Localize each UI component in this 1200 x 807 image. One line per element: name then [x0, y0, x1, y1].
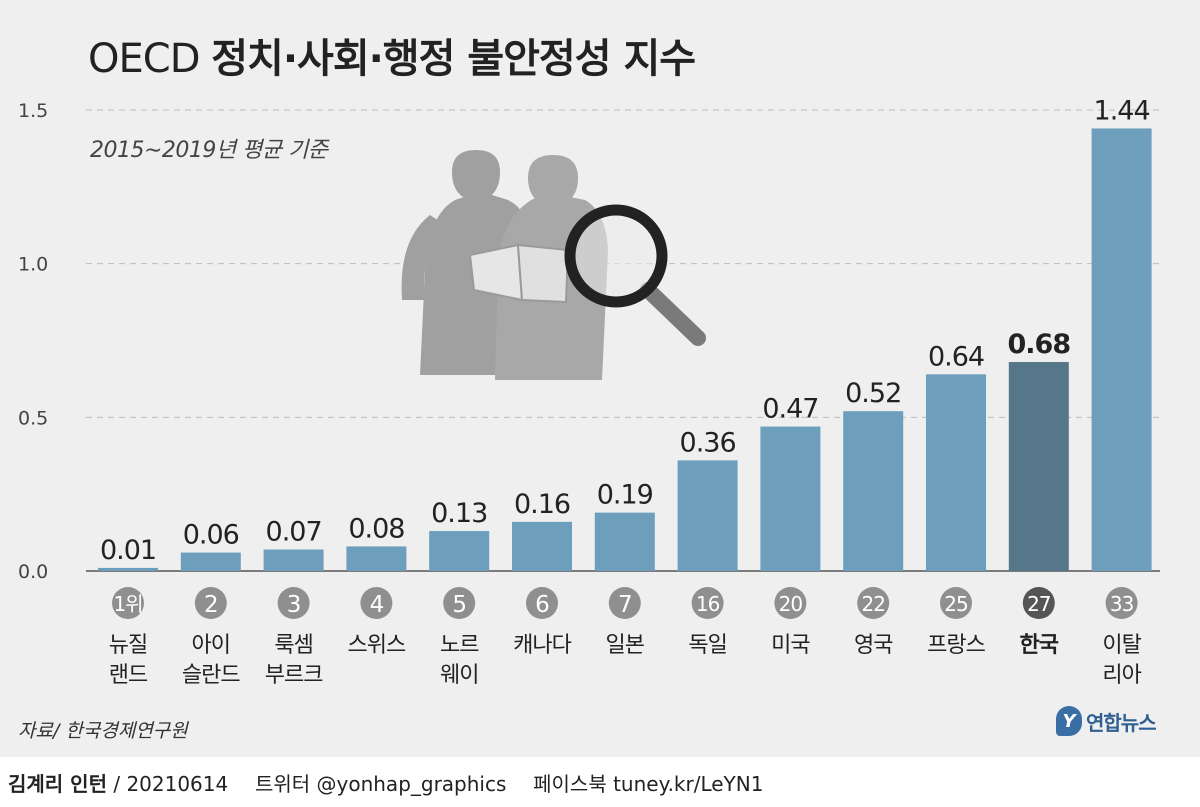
category-label: 리아: [1102, 663, 1141, 688]
yonhap-logo: Y 연합뉴스: [1056, 706, 1157, 736]
rank-badge: [691, 587, 724, 619]
value-label: 0.68: [1007, 329, 1070, 360]
bar: [429, 531, 490, 571]
bar: [512, 521, 572, 571]
rank-number: 7: [618, 592, 632, 618]
value-label: 0.06: [183, 520, 239, 551]
date: 20210614: [126, 772, 229, 796]
rank-badge: [774, 587, 807, 619]
value-labels: 0.01 0.06 0.07 0.08 0.13 0.16 0.19 0.36 0.47 0.52…: [100, 95, 1151, 566]
logo-mark: Y: [1056, 706, 1082, 736]
bar: [1008, 362, 1069, 571]
bar: [263, 549, 324, 571]
rank-number: 1위: [113, 592, 142, 616]
title-prefix: OECD: [88, 36, 200, 82]
y-tick-label: 0.5: [18, 407, 48, 429]
category-label: 일본: [606, 633, 645, 658]
category-label: 영국: [854, 633, 893, 658]
bar-chart: 0.01 0.06 0.07 0.08 0.13 0.16 0.190.360.47 0.52…: [18, 95, 1160, 688]
rank-number: 5: [452, 592, 466, 618]
rank-number: 2: [204, 592, 218, 618]
bar: [843, 411, 904, 571]
rank-badge: [1105, 587, 1138, 619]
rank-badge: [1022, 587, 1055, 619]
rank-badge: [360, 587, 393, 619]
value-label: 0.47: [762, 394, 818, 425]
title-main: 정치·사회·행정 불안정성 지수: [211, 36, 696, 82]
value-label: 0.19: [597, 480, 653, 511]
rank-number: 25: [944, 592, 967, 616]
value-label: 0.52: [845, 378, 901, 409]
bar: [346, 546, 407, 571]
value-label: 0.07: [266, 516, 322, 547]
bar: [926, 374, 986, 571]
rank-badge: [857, 587, 890, 619]
bars: [98, 128, 1152, 571]
two-people-reading-document-with-magnifier-icon: [401, 150, 706, 380]
category-label: 아이: [192, 633, 230, 658]
bar: [594, 512, 655, 571]
y-tick-label: 0.0: [18, 561, 48, 583]
value-label: 0.64: [928, 341, 984, 372]
rank-number: 3: [287, 592, 301, 618]
rank-badge: [277, 587, 310, 619]
rank-number: 27: [1027, 592, 1051, 616]
category-label: 룩셈: [274, 633, 312, 658]
category-label: 뉴질: [109, 633, 147, 658]
rank-number: 6: [535, 592, 549, 618]
category-label: 독일: [688, 633, 726, 658]
value-label: 0.36: [680, 427, 736, 458]
category-label: 프랑스: [927, 633, 985, 658]
category-label: 미국: [771, 633, 810, 658]
source-note: 자료/ 한국경제연구원: [18, 720, 188, 742]
separator: /: [113, 772, 121, 796]
chart-title: OECD 정치·사회·행정 불안정성 지수: [88, 34, 696, 84]
rank-badge: [940, 587, 972, 619]
category-label: 웨이: [440, 663, 478, 688]
footer-credits: 김계리 인턴 / 20210614 트위터 @yonhap_graphics 페…: [8, 768, 763, 797]
y-tick-label: 1.0: [18, 254, 48, 276]
category-label: 랜드: [109, 663, 148, 688]
bar: [760, 426, 821, 571]
category-label: 한국: [1020, 633, 1059, 658]
rank-number: 33: [1110, 592, 1134, 616]
bar: [98, 567, 158, 571]
rank-badge: [608, 587, 641, 619]
rank-badge: [194, 587, 227, 619]
rank-number: 22: [861, 592, 884, 616]
facebook-link: 페이스북 tuney.kr/LeYN1: [533, 772, 764, 796]
value-label: 0.13: [431, 498, 487, 529]
category-label: 이탈: [1102, 633, 1141, 658]
category-label: 부르크: [265, 663, 323, 688]
category-label: 슬란드: [182, 663, 240, 688]
rank-number: 16: [696, 592, 720, 616]
rank-badge: [112, 587, 144, 619]
rank-badge: [526, 587, 558, 619]
category-label: 스위스: [348, 633, 406, 658]
value-label: 0.08: [348, 513, 404, 544]
rank-number: 20: [779, 592, 803, 616]
twitter-handle: 트위터 @yonhap_graphics: [254, 772, 507, 796]
chart-subtitle: 2015∼2019년 평균 기준: [90, 138, 328, 163]
bar: [1091, 128, 1152, 571]
author: 김계리 인턴: [8, 772, 107, 796]
category-label: 캐나다: [513, 633, 571, 658]
bar: [180, 552, 241, 571]
value-label: 0.16: [514, 489, 570, 520]
y-tick-label: 1.5: [18, 100, 48, 122]
value-label: 0.01: [100, 535, 156, 566]
rank-badge: [443, 587, 476, 619]
rank-number: 4: [370, 592, 384, 618]
category-label: 노르: [440, 633, 479, 658]
value-label: 1.44: [1094, 95, 1150, 126]
bar: [677, 460, 738, 571]
logo-text: 연합뉴스: [1086, 710, 1157, 735]
y-axis-ticks: 0.0 0.5 1.0 1.5: [18, 100, 48, 583]
